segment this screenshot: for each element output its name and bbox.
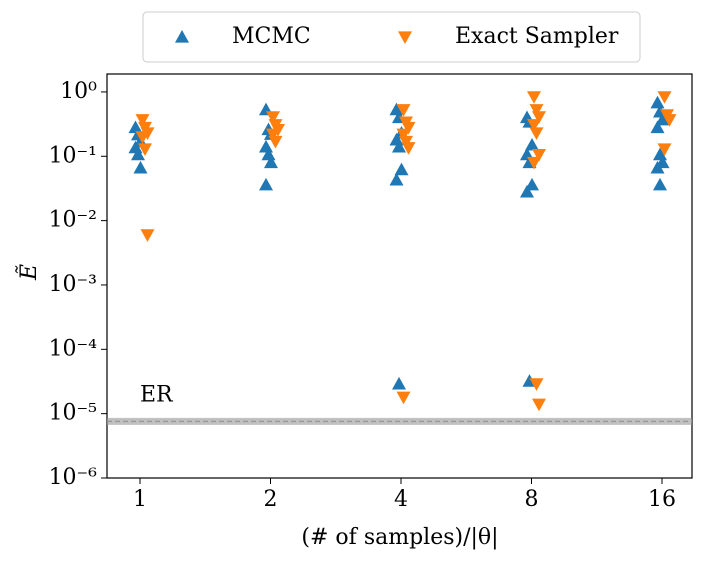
x-tick-label: 4 [394, 487, 408, 512]
point [657, 91, 672, 104]
point [261, 147, 276, 161]
reference-label: ER [140, 382, 174, 407]
point [389, 102, 404, 116]
y-tick-label: 10⁻³ [49, 272, 97, 297]
point [266, 111, 280, 124]
point [133, 160, 148, 174]
legend-label: MCMC [232, 24, 311, 49]
y-tick-label: 10⁻⁴ [49, 336, 98, 361]
point [527, 119, 541, 132]
legend-marker [175, 30, 189, 43]
point [268, 135, 283, 149]
point [392, 376, 406, 390]
point [655, 112, 670, 126]
point [401, 142, 416, 155]
point [389, 172, 404, 186]
point [392, 139, 406, 153]
point [653, 147, 667, 161]
point [138, 143, 152, 156]
x-axis-label: (# of samples)/|θ| [301, 525, 498, 550]
y-tick-label: 10⁻⁵ [49, 401, 97, 426]
y-axis-label: Ẽ [14, 264, 42, 281]
point [650, 160, 665, 174]
point [135, 114, 150, 127]
point [529, 127, 544, 141]
point [396, 391, 411, 405]
legend-marker [398, 31, 412, 44]
x-tick-label: 16 [648, 487, 676, 512]
point [401, 121, 416, 135]
point [525, 137, 539, 151]
legend-label: Exact Sampler [455, 24, 619, 49]
point [532, 398, 546, 412]
point [396, 128, 411, 142]
point [140, 229, 155, 242]
point [525, 177, 539, 191]
legend-box [142, 11, 641, 63]
point [650, 120, 665, 134]
plot-frame [106, 73, 693, 479]
point [266, 128, 280, 142]
point [653, 177, 667, 191]
point [662, 114, 677, 127]
point [259, 177, 273, 191]
point [527, 156, 541, 170]
point [135, 131, 150, 144]
point [532, 149, 546, 162]
y-tick-label: 10⁻² [49, 208, 97, 233]
point [527, 91, 541, 104]
point [532, 111, 546, 124]
point [131, 147, 145, 161]
point [657, 143, 672, 156]
point [520, 184, 534, 198]
point [396, 104, 411, 117]
point [264, 155, 278, 169]
x-tick-label: 1 [133, 487, 147, 512]
point [529, 378, 544, 391]
point [259, 139, 273, 153]
point [529, 104, 544, 117]
y-tick-label: 10⁻⁶ [49, 465, 98, 490]
point [394, 162, 409, 176]
point [650, 95, 665, 109]
y-tick-label: 10⁰ [60, 79, 97, 104]
x-tick-label: 8 [525, 487, 539, 512]
x-tick-label: 2 [264, 487, 278, 512]
y-tick-label: 10⁻¹ [49, 143, 97, 168]
